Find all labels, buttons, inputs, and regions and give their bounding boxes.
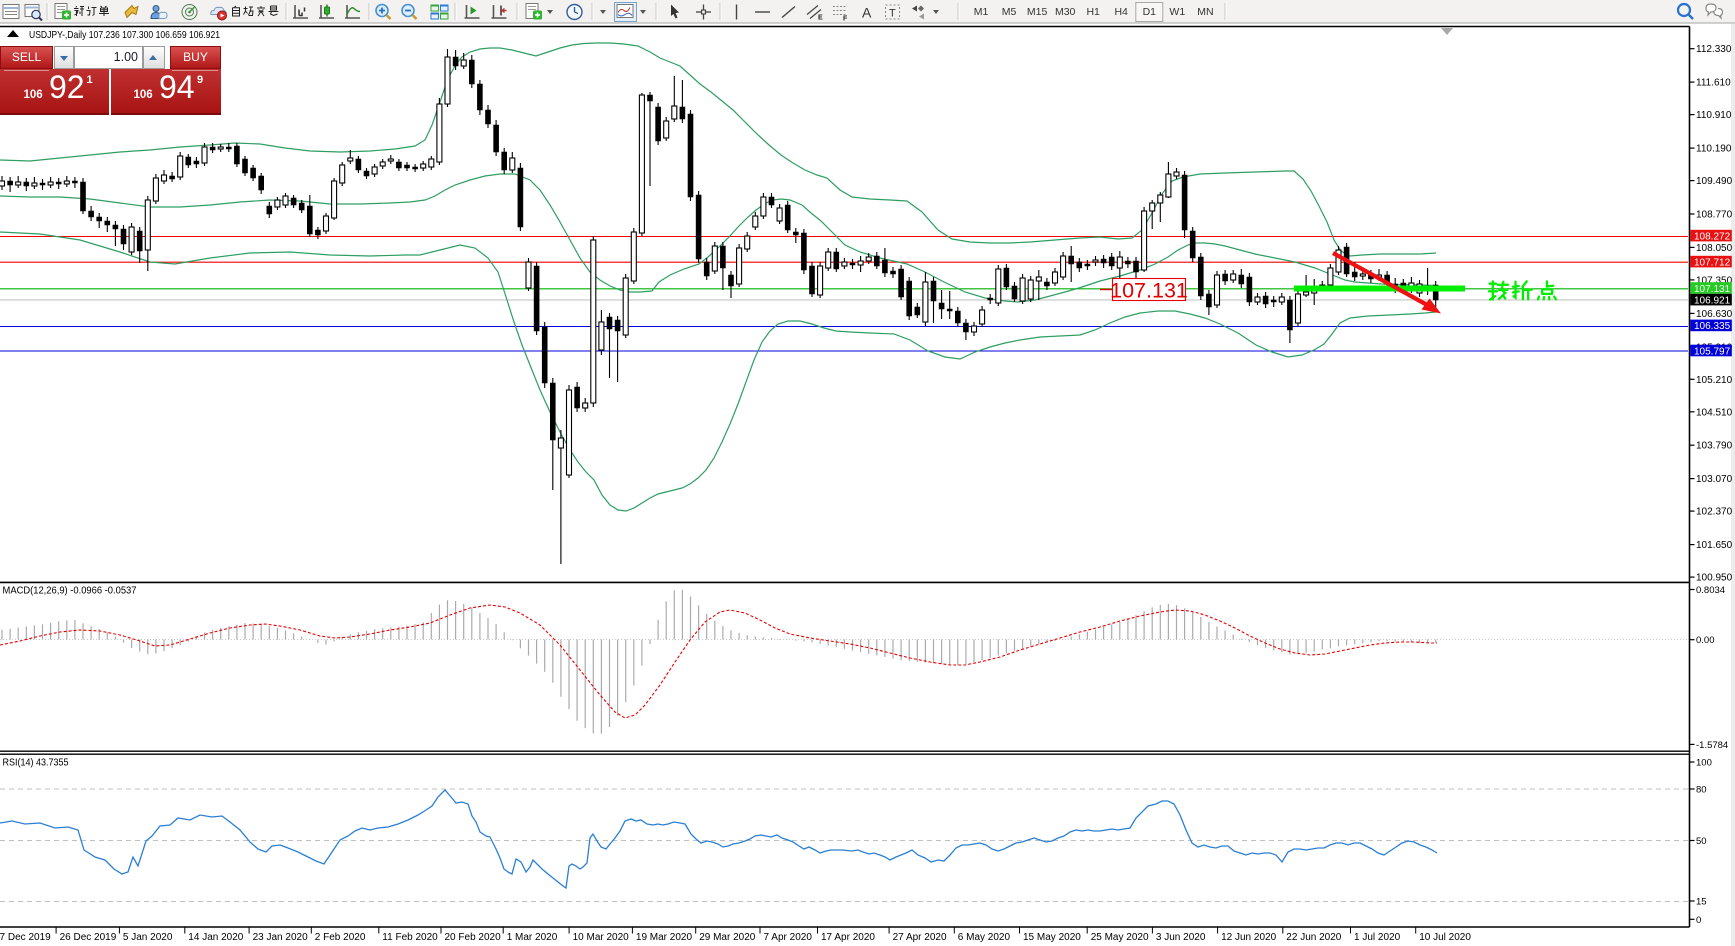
svg-text:H4: H4: [1114, 6, 1128, 18]
svg-text:108.050: 108.050: [1696, 243, 1733, 254]
svg-text:6 May 2020: 6 May 2020: [958, 932, 1011, 943]
svg-text:80: 80: [1696, 785, 1707, 796]
svg-text:109.490: 109.490: [1696, 176, 1733, 187]
svg-text:USDJPY-,Daily 107.236 107.300: USDJPY-,Daily 107.236 107.300 106.659 10…: [29, 29, 220, 41]
svg-text:107.131: 107.131: [1110, 278, 1188, 302]
svg-text:107.131: 107.131: [1694, 284, 1731, 295]
svg-text:50: 50: [1696, 836, 1707, 847]
svg-text:M15: M15: [1027, 6, 1048, 18]
svg-text:0.00: 0.00: [1696, 635, 1715, 646]
svg-text:103.070: 103.070: [1696, 474, 1733, 485]
svg-text:12 Jun 2020: 12 Jun 2020: [1221, 932, 1276, 943]
svg-text:1 Mar 2020: 1 Mar 2020: [507, 932, 558, 943]
svg-text:22 Jun 2020: 22 Jun 2020: [1286, 932, 1341, 943]
svg-text:15: 15: [1696, 897, 1707, 908]
svg-text:MN: MN: [1197, 6, 1213, 18]
svg-text:26 Dec 2019: 26 Dec 2019: [60, 932, 117, 943]
svg-text:W1: W1: [1169, 6, 1185, 18]
svg-text:14 Jan 2020: 14 Jan 2020: [188, 932, 243, 943]
svg-text:RSI(14) 43.7355: RSI(14) 43.7355: [3, 758, 70, 769]
svg-text:0: 0: [1696, 915, 1701, 926]
svg-text:7 Apr 2020: 7 Apr 2020: [764, 932, 813, 943]
svg-text:112.330: 112.330: [1696, 44, 1732, 55]
svg-text:27 Apr 2020: 27 Apr 2020: [893, 932, 947, 943]
svg-text:106.630: 106.630: [1696, 309, 1733, 320]
svg-text:106.921: 106.921: [1694, 295, 1731, 306]
svg-text:101.650: 101.650: [1696, 540, 1733, 551]
svg-text:T: T: [889, 8, 896, 20]
svg-text:2 Feb 2020: 2 Feb 2020: [315, 932, 366, 943]
svg-text:MACD(12,26,9) -0.0966 -0.0537: MACD(12,26,9) -0.0966 -0.0537: [3, 586, 137, 597]
svg-text:104.510: 104.510: [1696, 407, 1733, 418]
svg-text:M5: M5: [1002, 6, 1017, 18]
svg-text:110.910: 110.910: [1696, 110, 1732, 121]
svg-text:108.272: 108.272: [1694, 231, 1731, 242]
svg-text:17 Apr 2020: 17 Apr 2020: [821, 932, 875, 943]
svg-text:105.797: 105.797: [1694, 346, 1731, 357]
svg-text:M1: M1: [974, 6, 989, 18]
svg-text:10 Jul 2020: 10 Jul 2020: [1419, 932, 1471, 943]
svg-text:0.8034: 0.8034: [1696, 585, 1725, 596]
svg-text:105.210: 105.210: [1696, 375, 1733, 386]
svg-text:E: E: [818, 15, 823, 22]
svg-text:10 Mar 2020: 10 Mar 2020: [573, 932, 630, 943]
svg-text:H1: H1: [1086, 6, 1100, 18]
svg-text:F: F: [843, 16, 848, 23]
svg-text:20 Feb 2020: 20 Feb 2020: [445, 932, 502, 943]
svg-text:19 Mar 2020: 19 Mar 2020: [636, 932, 693, 943]
svg-text:103.790: 103.790: [1696, 441, 1733, 452]
svg-text:11 Feb 2020: 11 Feb 2020: [382, 932, 438, 943]
svg-text:5 Jan 2020: 5 Jan 2020: [123, 932, 173, 943]
svg-text:100.950: 100.950: [1696, 573, 1733, 584]
svg-text:15 May 2020: 15 May 2020: [1023, 932, 1081, 943]
svg-text:1 Jul 2020: 1 Jul 2020: [1354, 932, 1401, 943]
svg-text:23 Jan 2020: 23 Jan 2020: [253, 932, 308, 943]
svg-text:25 May 2020: 25 May 2020: [1091, 932, 1149, 943]
svg-text:108.770: 108.770: [1696, 210, 1733, 221]
svg-text:A: A: [862, 5, 872, 21]
svg-text:100: 100: [1696, 758, 1712, 769]
svg-text:102.370: 102.370: [1696, 507, 1733, 518]
svg-text:106.335: 106.335: [1694, 321, 1731, 332]
svg-text:107.350: 107.350: [1696, 275, 1733, 286]
svg-text:107.712: 107.712: [1694, 257, 1731, 268]
svg-text:3 Jun 2020: 3 Jun 2020: [1156, 932, 1206, 943]
svg-text:D1: D1: [1143, 6, 1157, 18]
svg-text:M30: M30: [1055, 6, 1076, 18]
svg-text:29 Mar 2020: 29 Mar 2020: [699, 932, 756, 943]
svg-text:-1.5784: -1.5784: [1696, 740, 1728, 751]
svg-text:110.190: 110.190: [1696, 144, 1732, 155]
svg-text:17 Dec 2019: 17 Dec 2019: [0, 932, 51, 943]
svg-text:111.610: 111.610: [1696, 78, 1731, 89]
